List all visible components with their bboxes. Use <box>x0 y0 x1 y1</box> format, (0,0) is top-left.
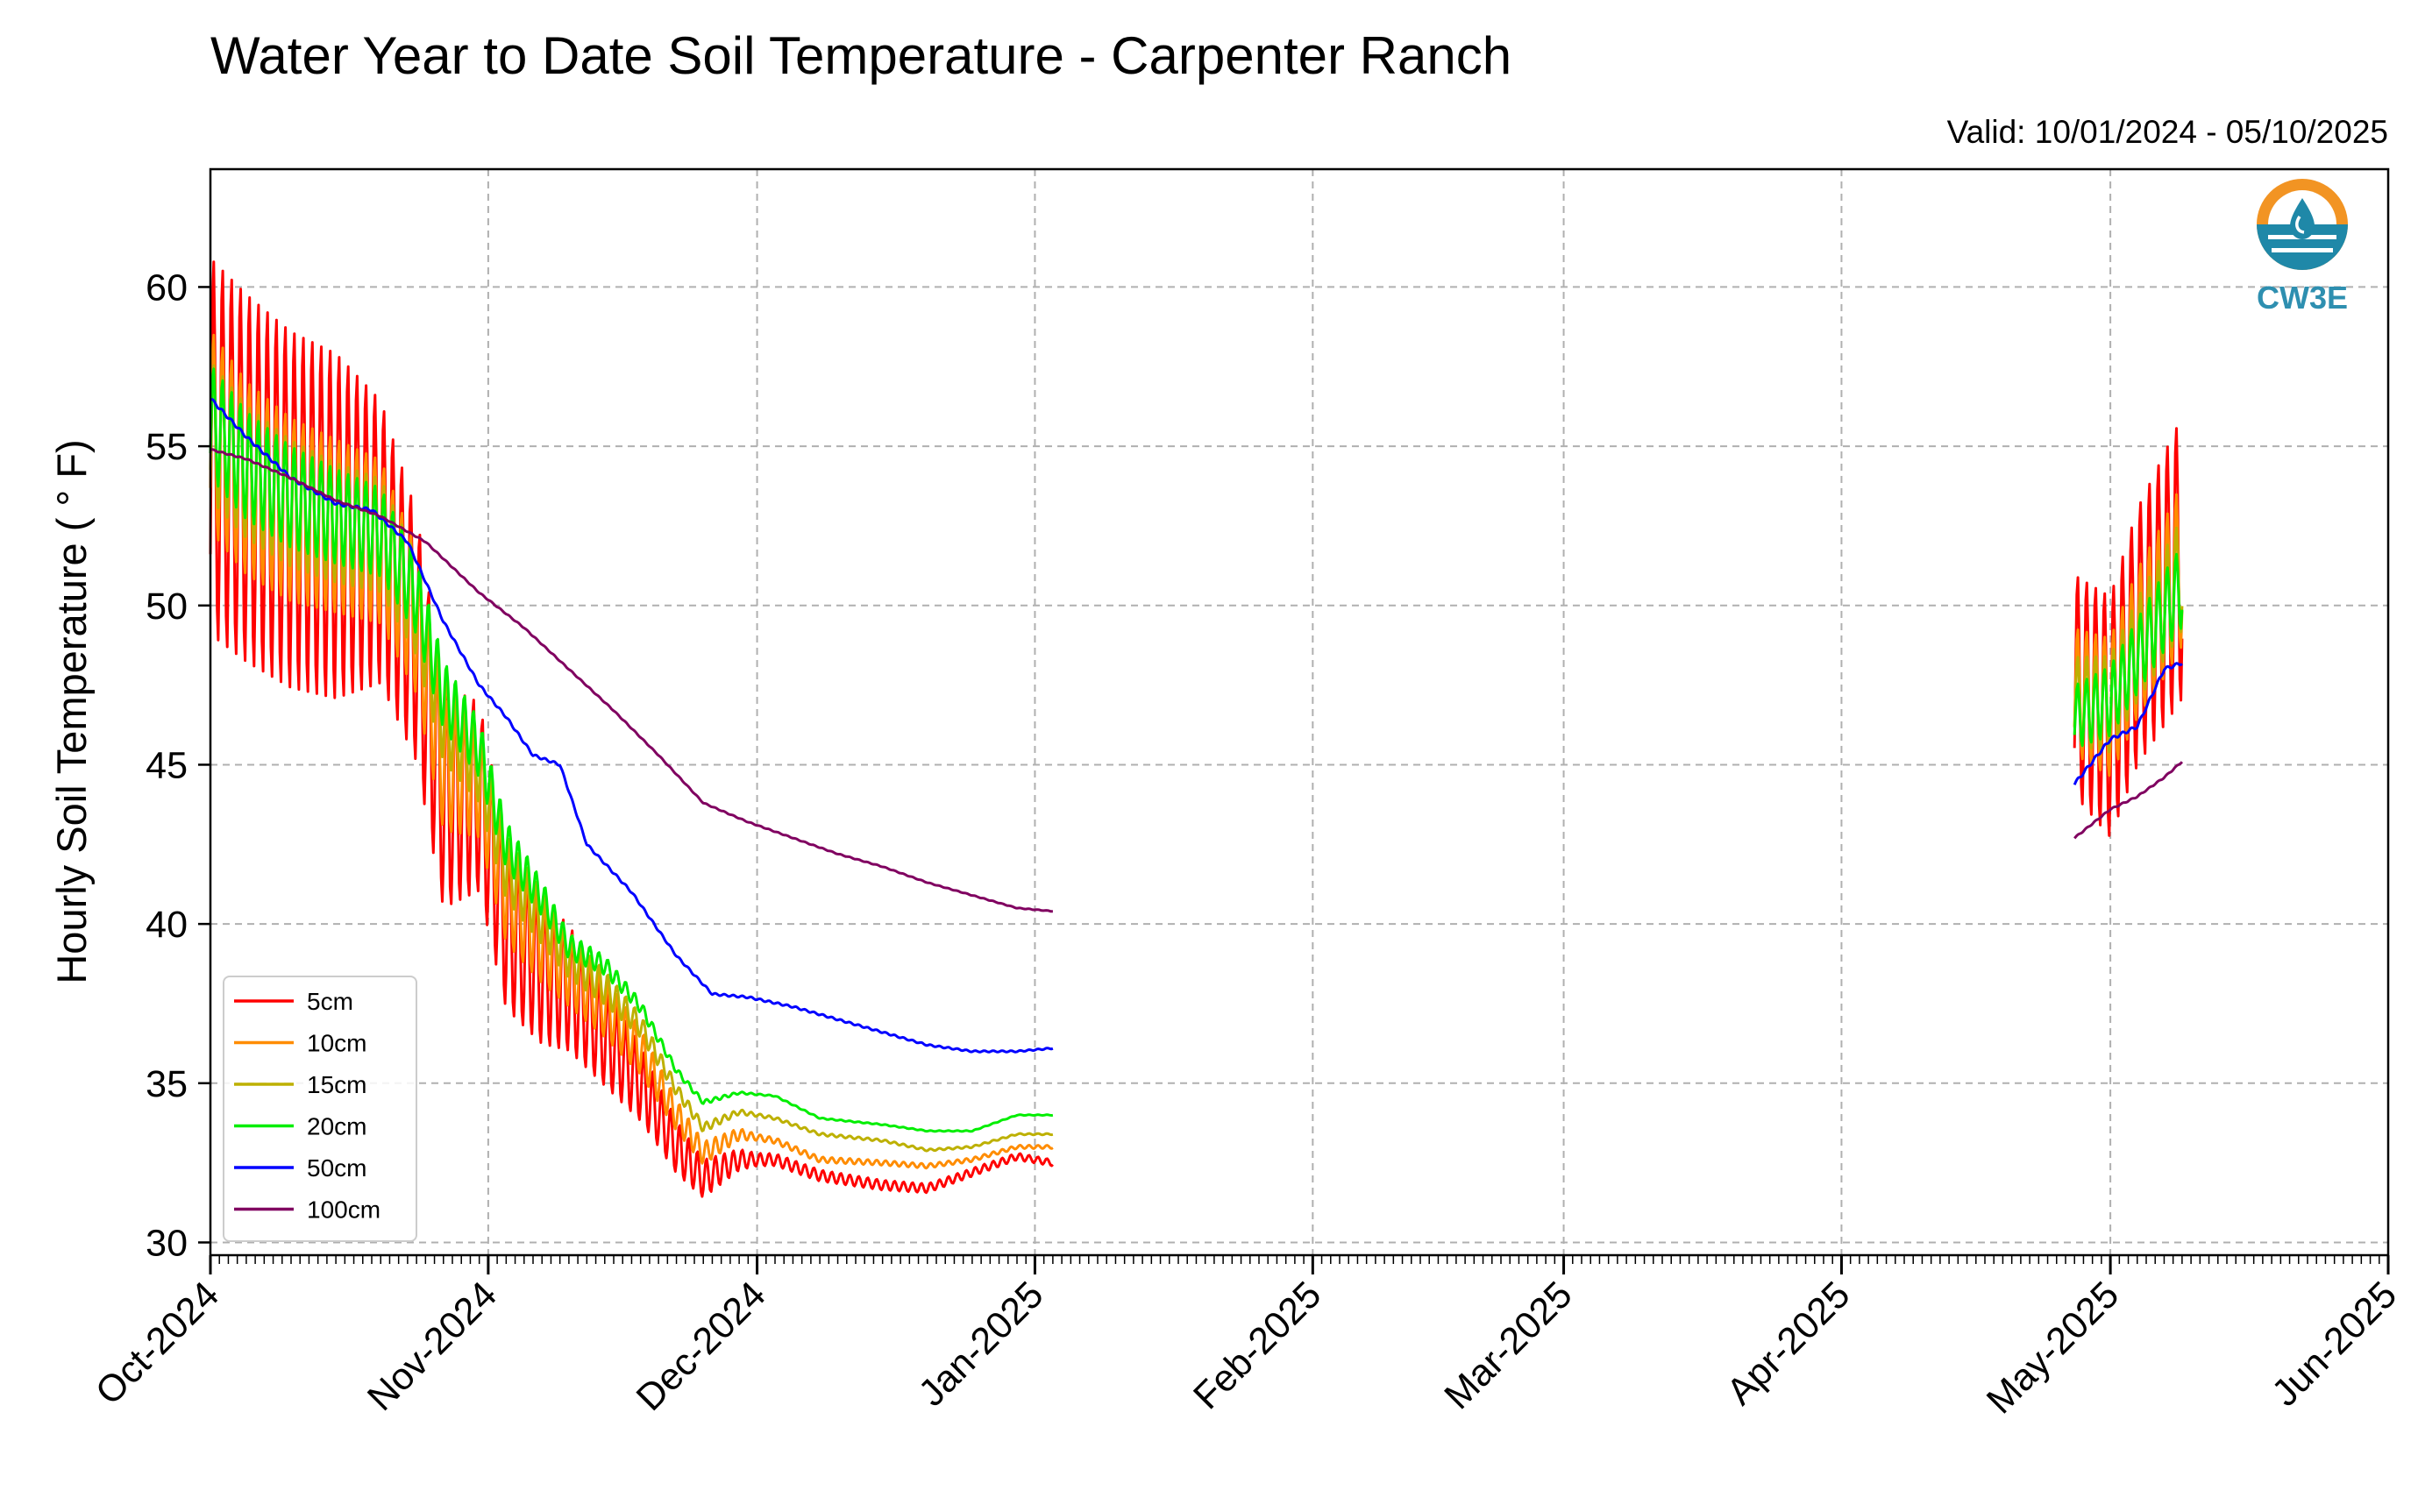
series-line-20cm <box>209 367 1054 1133</box>
y-tick-label: 30 <box>146 1222 188 1264</box>
series-line-100cm <box>210 448 1054 913</box>
legend-label: 5cm <box>307 988 353 1015</box>
data-series <box>209 260 2184 1198</box>
y-axis-label: Hourly Soil Temperature ( ° F) <box>48 439 95 983</box>
cw3e-logo: CW3E <box>2257 179 2348 316</box>
series-100cm <box>210 448 2184 913</box>
plot-area-frame <box>209 167 2390 1257</box>
legend-label: 10cm <box>307 1030 366 1057</box>
y-tick-label: 60 <box>146 266 188 309</box>
series-line-100cm <box>2073 761 2184 840</box>
series-line-50cm <box>2073 662 2183 785</box>
series-line-20cm <box>2073 552 2184 747</box>
chart-title: Water Year to Date Soil Temperature - Ca… <box>210 26 1511 85</box>
legend-label: 100cm <box>307 1196 380 1224</box>
legend-label: 50cm <box>307 1154 366 1182</box>
valid-date-range: Valid: 10/01/2024 - 05/10/2025 <box>1947 114 2388 150</box>
y-tick-label: 35 <box>146 1063 188 1105</box>
legend-label: 20cm <box>307 1113 366 1140</box>
y-tick-label: 50 <box>146 586 188 628</box>
logo-text: CW3E <box>2257 280 2348 316</box>
water-drop-icon <box>2257 179 2348 270</box>
y-tick-label: 55 <box>146 426 188 468</box>
legend-label: 15cm <box>307 1071 366 1098</box>
y-tick-label: 40 <box>146 904 188 946</box>
legend: 5cm 10cm 15cm 20cm 50cm 100cm <box>223 976 417 1242</box>
y-tick-label: 45 <box>146 744 188 786</box>
series-20cm <box>209 367 2184 1133</box>
